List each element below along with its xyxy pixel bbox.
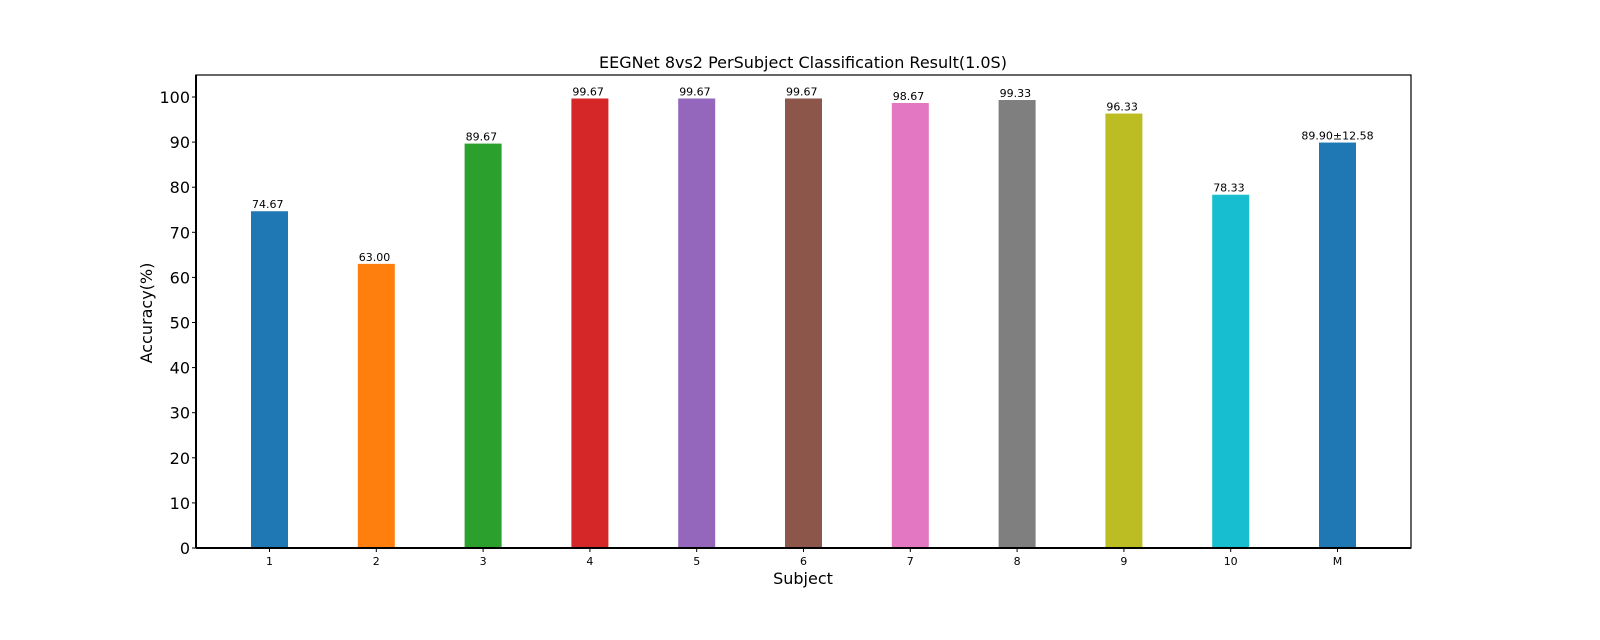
bar-7 — [891, 103, 929, 548]
y-tick-label-30: 30 — [170, 404, 190, 423]
bar-M — [1319, 142, 1356, 549]
y-tick-label-90: 90 — [170, 133, 190, 152]
bar-9 — [1105, 113, 1143, 549]
bar-10 — [1212, 194, 1250, 549]
x-tick-label-3: 3 — [480, 555, 487, 568]
x-tick-label-9: 9 — [1120, 555, 1127, 568]
bar-1 — [251, 211, 288, 549]
bar-8 — [998, 100, 1036, 549]
y-axis-label: Accuracy(%) — [137, 263, 156, 364]
chart-title: EEGNet 8vs2 PerSubject Classification Re… — [599, 53, 1007, 72]
y-tick-label-40: 40 — [170, 359, 190, 378]
bars-layer — [251, 98, 1356, 549]
value-label-1: 74.67 — [252, 198, 284, 211]
value-label-3: 89.67 — [466, 131, 498, 144]
value-label-6: 99.67 — [786, 85, 818, 98]
x-tick-label-5: 5 — [693, 555, 700, 568]
value-label-8: 99.33 — [1000, 87, 1032, 100]
x-tick-label-1: 1 — [266, 555, 273, 568]
value-label-5: 99.67 — [679, 85, 711, 98]
x-tick-label-7: 7 — [907, 555, 914, 568]
x-tick-label-6: 6 — [800, 555, 807, 568]
y-tick-label-70: 70 — [170, 223, 190, 242]
value-label-M: 89.90±12.58 — [1301, 130, 1373, 143]
y-tick-label-10: 10 — [170, 494, 190, 513]
y-tick-label-100: 100 — [159, 88, 190, 107]
x-tick-label-M: M — [1333, 555, 1343, 568]
x-tick-label-10: 10 — [1224, 555, 1238, 568]
x-axis-label: Subject — [773, 569, 833, 588]
y-tick-label-0: 0 — [180, 539, 190, 558]
value-label-9: 96.33 — [1106, 101, 1138, 114]
bar-6 — [785, 98, 822, 549]
x-ticks: 1 2 3 4 5 6 7 8 9 10 M — [266, 548, 1342, 568]
y-tick-label-50: 50 — [170, 314, 190, 333]
bar-2 — [357, 263, 395, 548]
plot-area: 74.67 63.00 89.67 99.67 99.67 99.67 98.67 99.33… — [159, 74, 1412, 568]
value-label-7: 98.67 — [893, 90, 925, 103]
y-tick-label-60: 60 — [170, 268, 190, 287]
value-labels-layer: 74.67 63.00 89.67 99.67 99.67 99.67 98.67 99.33… — [252, 85, 1374, 263]
x-tick-label-2: 2 — [373, 555, 380, 568]
y-tick-label-80: 80 — [170, 178, 190, 197]
value-label-4: 99.67 — [572, 85, 604, 98]
bar-4 — [571, 98, 609, 549]
y-ticks: 0 10 20 30 40 50 60 70 80 90 100 — [159, 88, 196, 558]
x-tick-label-4: 4 — [586, 555, 593, 568]
value-label-10: 78.33 — [1213, 182, 1245, 195]
value-label-2: 63.00 — [359, 251, 391, 264]
bar-3 — [464, 143, 502, 548]
x-tick-label-8: 8 — [1014, 555, 1021, 568]
y-tick-label-20: 20 — [170, 449, 190, 468]
bar-5 — [678, 98, 716, 549]
